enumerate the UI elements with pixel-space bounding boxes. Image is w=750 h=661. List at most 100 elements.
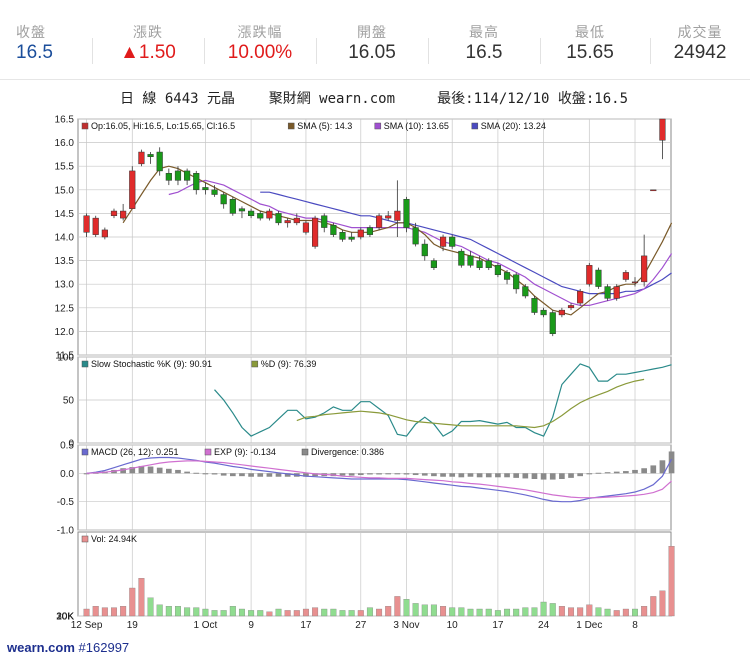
quote-high-label: 最高 xyxy=(469,24,499,40)
footer-id: #162997 xyxy=(78,640,130,655)
volume-bar xyxy=(394,596,401,617)
volume-bar xyxy=(632,608,638,617)
price-legend-swatch xyxy=(374,122,382,130)
candle-body xyxy=(403,198,410,228)
divergence-bar xyxy=(495,473,501,478)
divergence-bar xyxy=(385,473,392,475)
volume-bar xyxy=(568,607,575,617)
volume-bar xyxy=(257,610,264,617)
volume-bar xyxy=(266,611,273,617)
volume-bar xyxy=(83,608,90,617)
candle-body xyxy=(147,154,154,158)
divergence-bar xyxy=(476,473,483,478)
x-tick-label: 10 xyxy=(447,620,459,631)
volume-bar xyxy=(284,610,291,617)
stochastic-legend-swatch xyxy=(81,360,89,368)
volume-bar xyxy=(458,607,465,617)
candle-body xyxy=(165,173,172,181)
candle-body xyxy=(193,173,200,191)
candle-body xyxy=(659,118,666,141)
price-legend-text: SMA (20): 13.24 xyxy=(481,121,546,131)
volume-bar xyxy=(430,604,437,617)
x-tick-label: 12 Sep xyxy=(71,620,103,631)
candle-body xyxy=(439,236,447,247)
volume-bar xyxy=(449,607,456,617)
candle-body xyxy=(595,269,602,287)
divergence-bar xyxy=(412,473,419,476)
candle-body xyxy=(220,194,227,205)
divergence-bar xyxy=(83,473,90,475)
quote-close-label: 收盤 xyxy=(16,24,46,40)
candle-body xyxy=(494,265,501,276)
macd-exp-line xyxy=(86,460,673,499)
volume-bar xyxy=(376,608,383,617)
volume-bar xyxy=(302,608,309,617)
divergence-bar xyxy=(257,473,264,477)
candle-body xyxy=(138,151,145,165)
divergence-bar xyxy=(239,473,245,477)
price-panel-tick-label: 16.5 xyxy=(55,115,75,126)
x-tick-label: 3 Nov xyxy=(393,620,419,631)
volume-legend-text: Vol: 24.94K xyxy=(91,534,137,544)
candle-body xyxy=(567,305,575,309)
x-tick-label: 1 Dec xyxy=(576,620,602,631)
candle-body xyxy=(156,151,163,172)
price-panel-tick-label: 15.5 xyxy=(55,162,75,173)
footer-site[interactable]: wearn.com xyxy=(7,640,75,655)
candle-body xyxy=(604,286,611,299)
candle-body xyxy=(503,272,511,280)
divergence-bar xyxy=(193,472,200,474)
volume-bar xyxy=(229,606,236,617)
divergence-bar xyxy=(568,473,574,478)
price-legend-text: Op:16.05, Hi:16.5, Lo:15.65, Cl:16.5 xyxy=(91,121,235,131)
volume-bar xyxy=(238,608,245,617)
divergence-bar xyxy=(202,473,209,475)
quote-change: 漲跌 ▲1.50 xyxy=(92,0,204,80)
quote-volume-label: 成交量 xyxy=(677,24,723,40)
volume-bar xyxy=(220,610,227,617)
divergence-bar xyxy=(275,473,282,477)
candle-body xyxy=(631,281,639,284)
volume-bar xyxy=(659,590,666,617)
divergence-bar xyxy=(367,473,373,475)
candle-body xyxy=(430,260,437,268)
candle-body xyxy=(293,217,300,224)
candle-body xyxy=(366,227,374,235)
divergence-bar xyxy=(348,473,355,476)
macd-panel-frame xyxy=(77,444,672,531)
divider xyxy=(650,38,651,64)
stochastic-panel-tick-label: 0 xyxy=(68,439,74,450)
candle-body xyxy=(129,170,136,209)
volume-bar xyxy=(211,610,218,617)
candle-body xyxy=(449,236,456,247)
divergence-bar xyxy=(577,473,583,477)
candle-body xyxy=(458,250,465,266)
divergence-bar xyxy=(138,465,145,474)
volume-bar xyxy=(156,604,163,617)
divider xyxy=(316,38,317,64)
quote-high: 最高 16.5 xyxy=(428,0,540,80)
candle-body xyxy=(522,286,529,297)
candle-body xyxy=(558,309,565,316)
macd-legend-swatch xyxy=(301,448,309,456)
volume-bar xyxy=(92,606,99,617)
candle-body xyxy=(476,260,483,268)
quote-bar: 收盤 16.5 漲跌 ▲1.50 漲跌幅 10.00% 開盤 16.05 最高 … xyxy=(0,0,750,80)
candle-body xyxy=(284,220,291,224)
volume-panel-tick-label: 10K xyxy=(56,611,74,622)
quote-high-value: 16.5 xyxy=(465,42,503,63)
volume-bar xyxy=(385,606,392,617)
divergence-bar xyxy=(120,468,126,474)
volume-bar xyxy=(540,601,547,617)
divergence-bar xyxy=(531,473,538,479)
volume-bar xyxy=(604,608,611,617)
price-legend-swatch xyxy=(81,122,89,130)
quote-open: 開盤 16.05 xyxy=(316,0,428,80)
volume-bar xyxy=(366,607,373,617)
divergence-bar xyxy=(659,460,666,474)
x-tick-label: 8 xyxy=(632,620,638,631)
quote-open-label: 開盤 xyxy=(357,24,387,40)
volume-bar xyxy=(577,607,584,617)
quote-close: 收盤 16.5 xyxy=(0,0,92,80)
volume-bar xyxy=(513,608,520,617)
